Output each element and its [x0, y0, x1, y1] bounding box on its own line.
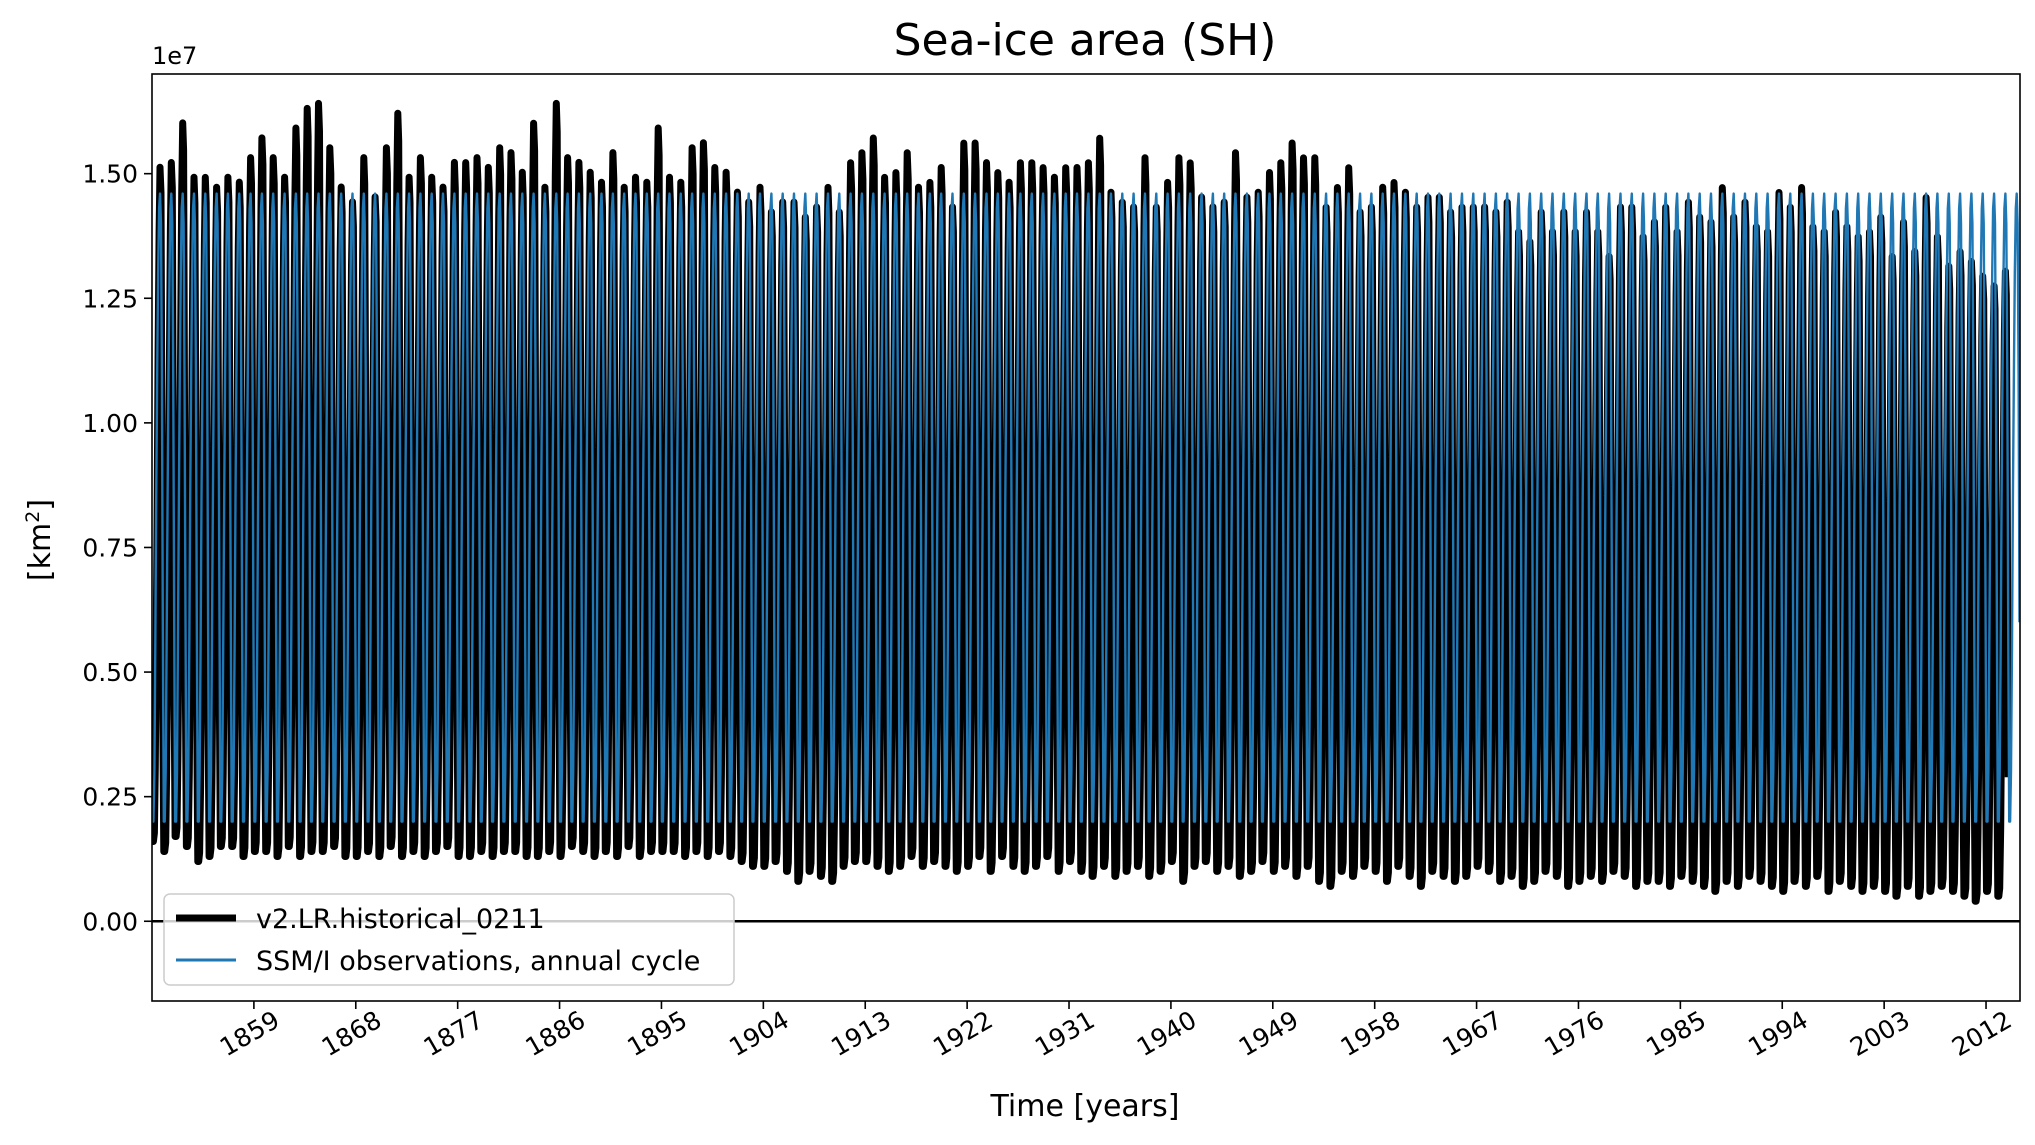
x-tick-label: 1922	[928, 1005, 998, 1062]
x-tick-label: 1931	[1030, 1005, 1100, 1062]
x-tick-label: 1967	[1438, 1005, 1508, 1062]
legend-label-model: v2.LR.historical_0211	[256, 904, 545, 935]
x-tick-label: 1949	[1234, 1005, 1304, 1062]
x-tick-label: 1859	[215, 1005, 285, 1062]
x-tick-label: 1904	[724, 1005, 794, 1062]
legend-box	[163, 893, 735, 986]
x-tick-label: 1976	[1539, 1005, 1609, 1062]
y-offset-text: 1e7	[152, 42, 197, 70]
y-tick-label: 1.25	[82, 284, 138, 313]
x-tick-label: 1877	[419, 1005, 489, 1062]
x-tick-label: 1868	[317, 1005, 387, 1062]
x-tick-label: 1994	[1743, 1005, 1813, 1062]
x-tick-label: 2003	[1845, 1005, 1915, 1062]
x-tick-label: 1886	[521, 1005, 591, 1062]
legend: v2.LR.historical_0211 SSM/I observations…	[163, 893, 735, 986]
y-axis-label-sup: 2	[22, 511, 44, 523]
y-tick-label: 0.00	[82, 907, 138, 936]
y-axis-label-text: [km	[23, 523, 58, 581]
y-tick-label: 0.75	[82, 533, 138, 562]
x-tick-label: 1940	[1132, 1005, 1202, 1062]
y-tick-label: 0.25	[82, 783, 138, 812]
axes-frame	[151, 73, 2021, 1002]
series-line-observations	[152, 192, 2020, 823]
plot-area	[152, 99, 2020, 923]
x-axis-label: Time [years]	[990, 1089, 1180, 1124]
y-tick-label: 1.50	[82, 160, 138, 189]
legend-label-observations: SSM/I observations, annual cycle	[256, 946, 700, 977]
x-tick-label: 1895	[622, 1005, 692, 1062]
chart-title: Sea-ice area (SH)	[894, 15, 1277, 66]
y-axis-label: [km2]	[22, 499, 58, 581]
x-tick-label: 2012	[1947, 1005, 2017, 1062]
x-tick-label: 1913	[826, 1005, 896, 1062]
y-axis-label-close: ]	[23, 499, 58, 511]
y-tick-label: 0.50	[82, 658, 138, 687]
x-tick-label: 1958	[1336, 1005, 1406, 1062]
x-tick-label: 1985	[1641, 1005, 1711, 1062]
y-tick-label: 1.00	[82, 409, 138, 438]
